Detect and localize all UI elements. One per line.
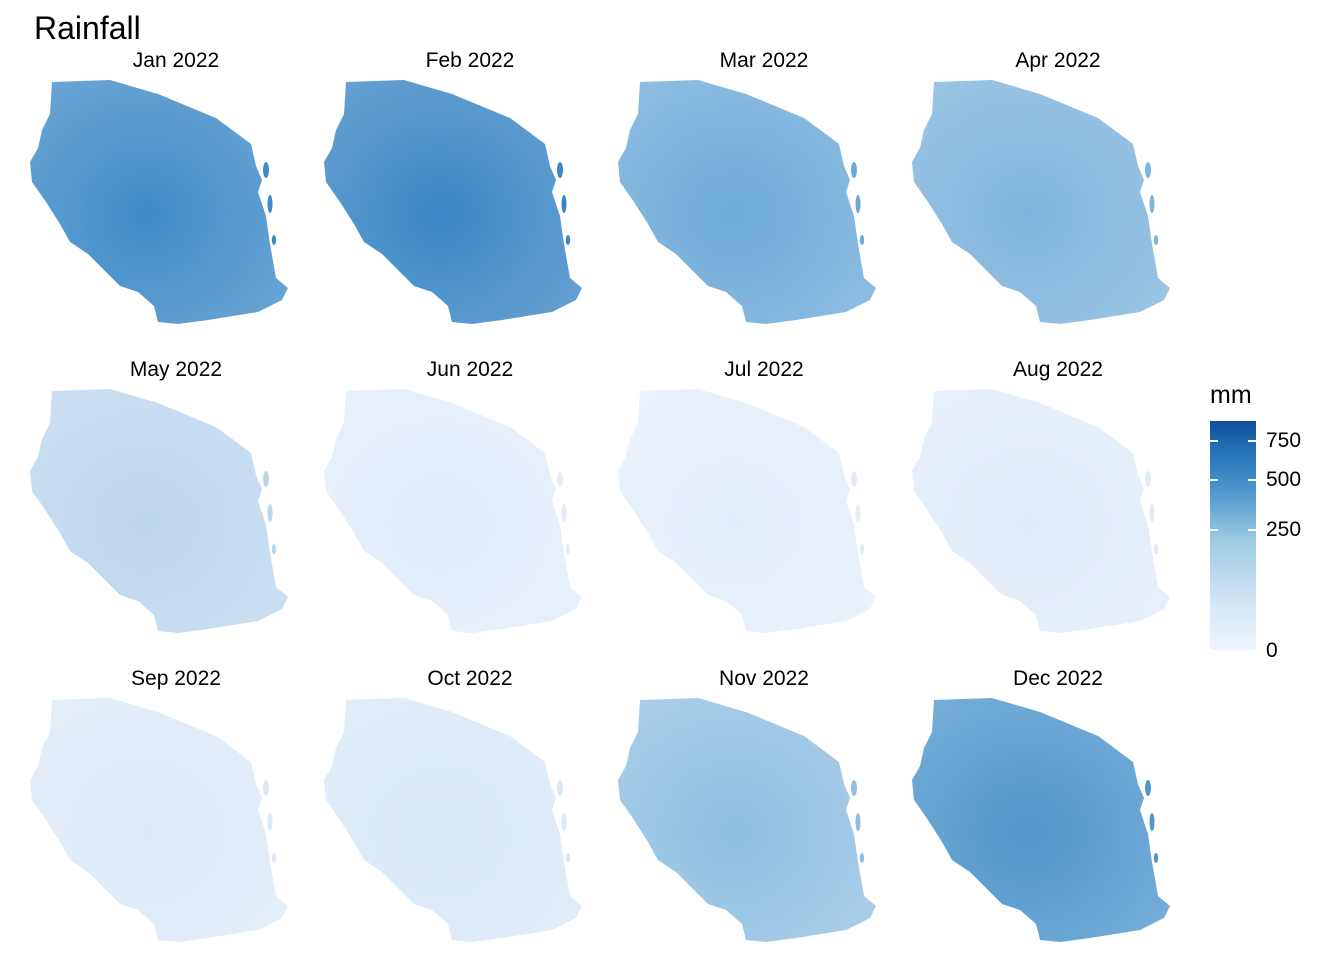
country-shape [30, 80, 288, 324]
island-shape [1149, 195, 1155, 213]
island-shape [859, 544, 865, 554]
map-panel: Aug 2022 [912, 355, 1204, 655]
legend-tick-label: 250 [1266, 517, 1302, 541]
panel-label: Jul 2022 [724, 358, 804, 381]
island-shape [1153, 235, 1159, 245]
island-shape [1153, 544, 1159, 554]
island-shape [267, 195, 273, 213]
island-shape [263, 162, 269, 178]
island-shape [855, 195, 861, 213]
island-shape [271, 544, 277, 554]
island-shape [855, 813, 861, 831]
country-shape [618, 698, 876, 942]
island-shape [565, 235, 571, 245]
island-shape [1145, 780, 1151, 796]
island-shape [859, 235, 865, 245]
island-shape [557, 471, 563, 487]
rainfall-map [324, 698, 582, 942]
figure-title: Rainfall [34, 10, 141, 46]
rainfall-map [618, 80, 876, 324]
country-shape [912, 389, 1170, 633]
map-panel: Jul 2022 [618, 355, 910, 655]
island-shape [267, 813, 273, 831]
rainfall-map [912, 389, 1170, 633]
island-shape [263, 780, 269, 796]
country-shape [324, 389, 582, 633]
island-shape [271, 853, 277, 863]
legend-tick-label: 750 [1266, 429, 1302, 453]
map-panel: Oct 2022 [324, 664, 616, 964]
map-panel: Apr 2022 [912, 46, 1204, 346]
island-shape [565, 544, 571, 554]
panel-label: Oct 2022 [427, 667, 513, 690]
country-shape [30, 698, 288, 942]
country-shape [618, 80, 876, 324]
rainfall-map [30, 389, 288, 633]
map-panel: Mar 2022 [618, 46, 910, 346]
rainfall-map [618, 698, 876, 942]
rainfall-map [324, 80, 582, 324]
island-shape [1149, 813, 1155, 831]
panel-label: Feb 2022 [425, 49, 515, 72]
country-shape [30, 389, 288, 633]
map-panel: Nov 2022 [618, 664, 910, 964]
country-shape [618, 389, 876, 633]
rainfall-map [30, 698, 288, 942]
map-panel: Feb 2022 [324, 46, 616, 346]
rainfall-map [618, 389, 876, 633]
island-shape [851, 780, 857, 796]
country-shape [912, 80, 1170, 324]
map-panel: Dec 2022 [912, 664, 1204, 964]
map-grid: Jan 2022 Feb 2022 Mar 2022 Apr 2022 May 2022… [30, 46, 1200, 956]
rainfall-map [912, 698, 1170, 942]
island-shape [271, 235, 277, 245]
island-shape [851, 471, 857, 487]
panel-label: Jan 2022 [132, 49, 220, 72]
panel-label: Mar 2022 [719, 49, 809, 72]
island-shape [1145, 471, 1151, 487]
rainfall-map [324, 389, 582, 633]
island-shape [561, 504, 567, 522]
panel-label: Dec 2022 [1013, 667, 1103, 690]
country-shape [324, 698, 582, 942]
island-shape [855, 504, 861, 522]
rainfall-map [30, 80, 288, 324]
legend-tick-label: 500 [1266, 467, 1302, 491]
legend: mm 750 500 250 0 [1204, 378, 1324, 668]
island-shape [859, 853, 865, 863]
panel-label: Apr 2022 [1015, 49, 1101, 72]
panel-label: Aug 2022 [1013, 358, 1103, 381]
map-panel: Sep 2022 [30, 664, 322, 964]
island-shape [1149, 504, 1155, 522]
island-shape [565, 853, 571, 863]
map-panel: Jan 2022 [30, 46, 322, 346]
island-shape [1145, 162, 1151, 178]
panel-label: Sep 2022 [131, 667, 221, 690]
island-shape [263, 471, 269, 487]
island-shape [561, 813, 567, 831]
map-panel: May 2022 [30, 355, 322, 655]
country-shape [912, 698, 1170, 942]
country-shape [324, 80, 582, 324]
map-panel: Jun 2022 [324, 355, 616, 655]
island-shape [557, 780, 563, 796]
island-shape [851, 162, 857, 178]
panel-label: May 2022 [129, 358, 223, 381]
legend-tick-label: 0 [1266, 639, 1278, 662]
island-shape [561, 195, 567, 213]
island-shape [557, 162, 563, 178]
panel-label: Nov 2022 [719, 667, 809, 690]
island-shape [267, 504, 273, 522]
panel-label: Jun 2022 [426, 358, 514, 381]
legend-colorbar [1210, 421, 1256, 651]
rainfall-map [912, 80, 1170, 324]
island-shape [1153, 853, 1159, 863]
legend-title: mm [1210, 381, 1252, 409]
